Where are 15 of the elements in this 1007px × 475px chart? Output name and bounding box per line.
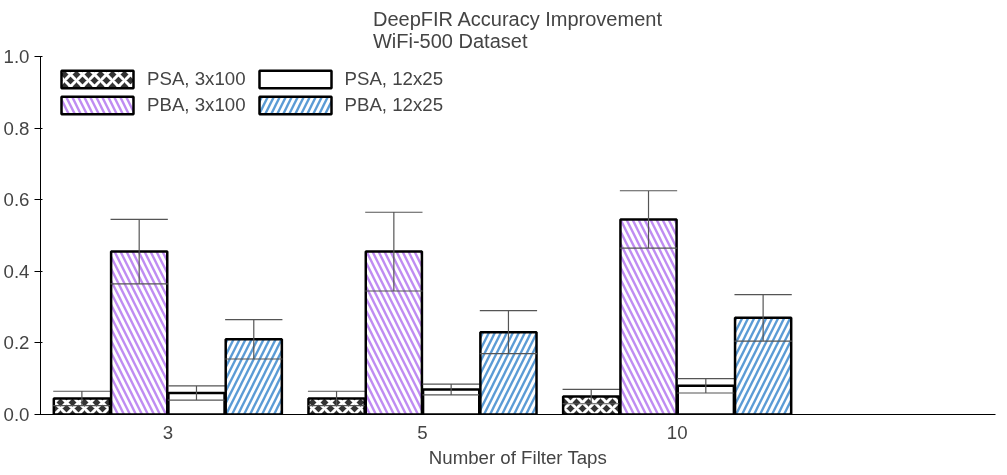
legend-label: PBA, 3x100 [147,94,246,116]
x-tick-label: 3 [162,421,174,443]
y-tick-label: 0.2 [3,332,30,354]
x-tick-label: 10 [666,421,688,443]
y-tick-label: 0.8 [3,117,30,139]
y-tick-label: 1.0 [3,46,30,67]
x-tick-label: 5 [417,421,428,443]
legend-label: PSA, 12x25 [344,68,444,90]
y-tick-label: 0.4 [3,260,30,282]
legend-label: PSA, 3x100 [147,68,246,90]
legend-label: PBA, 12x25 [344,94,444,116]
y-tick-label: 0.0 [3,404,30,425]
x-axis-title: Number of Filter Taps [428,446,607,468]
y-tick-label: 0.6 [3,189,30,211]
chart-title: DeepFIR Accuracy Improvement WiFi-500 Dataset [372,7,663,52]
